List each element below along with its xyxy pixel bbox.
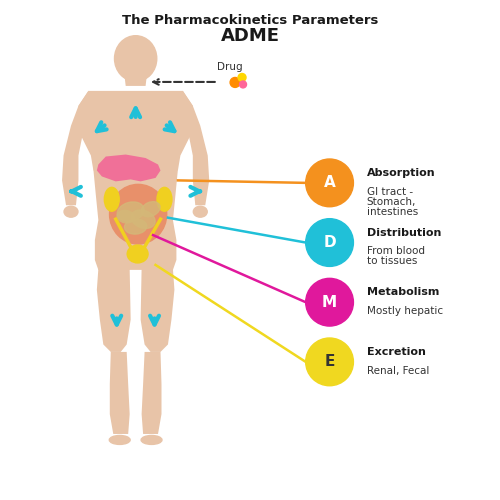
Ellipse shape: [114, 36, 157, 82]
Ellipse shape: [117, 210, 134, 223]
Text: D: D: [323, 235, 336, 250]
Text: Metabolism: Metabolism: [367, 288, 439, 298]
Text: Distribution: Distribution: [367, 228, 441, 237]
Polygon shape: [78, 91, 193, 170]
Ellipse shape: [110, 436, 130, 444]
Ellipse shape: [117, 202, 144, 222]
Ellipse shape: [194, 206, 207, 217]
Text: Excretion: Excretion: [367, 347, 426, 357]
Ellipse shape: [131, 210, 155, 229]
Text: The Pharmacokinetics Parameters: The Pharmacokinetics Parameters: [122, 14, 378, 27]
Circle shape: [230, 78, 240, 88]
Polygon shape: [62, 91, 91, 205]
Text: intestines: intestines: [367, 206, 418, 216]
Ellipse shape: [141, 436, 162, 444]
Polygon shape: [110, 352, 130, 434]
Text: Stomach,: Stomach,: [367, 197, 416, 207]
Polygon shape: [124, 78, 146, 86]
Text: E: E: [324, 354, 334, 370]
Ellipse shape: [124, 219, 147, 234]
Circle shape: [306, 338, 354, 386]
Text: Drug: Drug: [218, 62, 243, 72]
Polygon shape: [97, 154, 160, 182]
Text: A: A: [324, 176, 336, 190]
Circle shape: [238, 74, 246, 82]
Circle shape: [306, 218, 354, 266]
Circle shape: [306, 278, 354, 326]
Text: to tissues: to tissues: [367, 256, 417, 266]
Polygon shape: [142, 352, 162, 434]
Text: GI tract -: GI tract -: [367, 187, 413, 197]
Polygon shape: [97, 269, 130, 352]
Ellipse shape: [157, 188, 172, 211]
Polygon shape: [140, 269, 174, 352]
Text: Renal, Fecal: Renal, Fecal: [367, 366, 429, 376]
Ellipse shape: [141, 202, 160, 217]
Polygon shape: [94, 170, 178, 270]
Ellipse shape: [104, 188, 119, 211]
Text: ADME: ADME: [220, 27, 280, 45]
Circle shape: [240, 81, 246, 88]
Text: From blood: From blood: [367, 246, 425, 256]
Ellipse shape: [64, 206, 78, 217]
Text: Mostly hepatic: Mostly hepatic: [367, 306, 443, 316]
Text: Absorption: Absorption: [367, 168, 436, 178]
Ellipse shape: [110, 184, 166, 244]
Ellipse shape: [127, 245, 148, 263]
Polygon shape: [180, 91, 209, 205]
Circle shape: [306, 159, 354, 206]
Text: M: M: [322, 294, 337, 310]
